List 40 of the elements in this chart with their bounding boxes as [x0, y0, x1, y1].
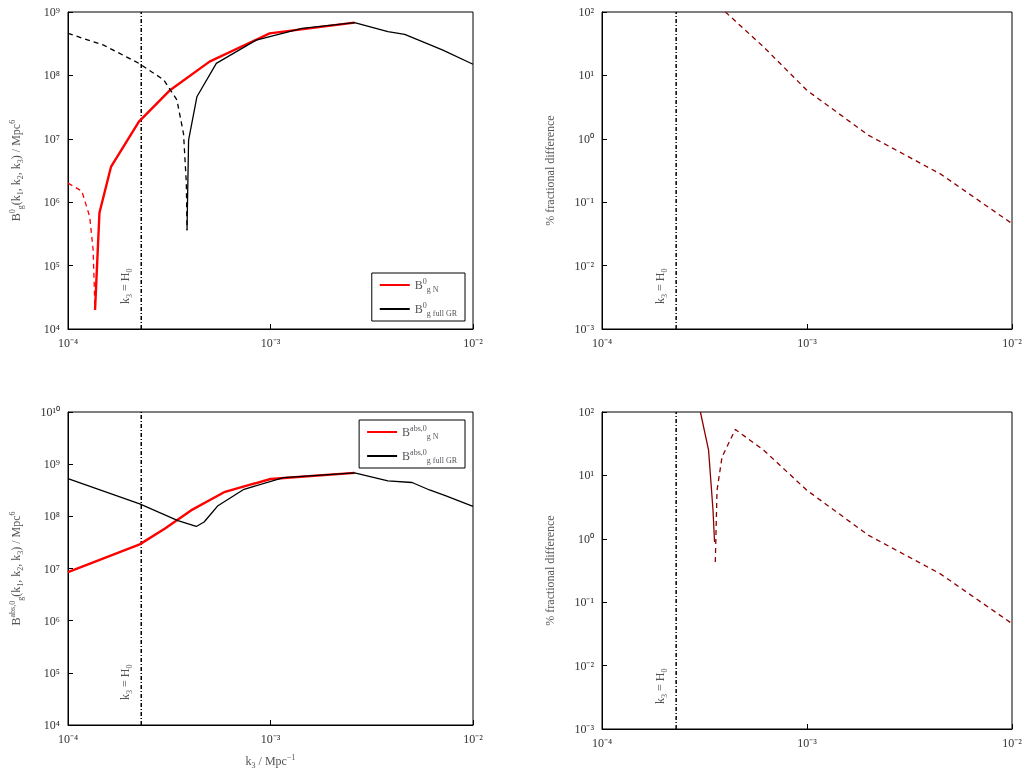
- y-tick-label: 10⁵: [43, 258, 60, 273]
- x-tick-label: 10⁻⁴: [591, 336, 613, 350]
- y-tick-label: 10⁶: [43, 613, 60, 628]
- x-tick-label: 10⁻³: [797, 336, 818, 350]
- x-tick-label: 10⁻³: [260, 732, 281, 746]
- y-tick-label: 10⁶: [43, 195, 60, 210]
- y-tick-label: 10¹⁰: [40, 405, 60, 419]
- y-tick-label: 10⁷: [43, 561, 60, 576]
- y-tick-label: 10⁵: [43, 665, 60, 680]
- y-tick-label: 10¹: [578, 468, 595, 483]
- y-tick-label: 10⁰: [578, 131, 594, 146]
- x-tick-label: 10⁻³: [260, 336, 281, 350]
- y-tick-label: 10⁻¹: [574, 195, 595, 210]
- x-tick-label: 10⁻²: [1002, 736, 1023, 750]
- y-tick-label: 10¹: [578, 68, 595, 83]
- y-tick-label: 10⁸: [43, 509, 60, 524]
- y-tick-label: 10⁴: [43, 718, 60, 732]
- y-tick-label: 10⁹: [43, 5, 60, 19]
- y-tick-label: 10²: [578, 5, 595, 19]
- x-tick-label: 10⁻⁴: [591, 736, 613, 750]
- y-tick-label: 10²: [578, 405, 595, 419]
- x-tick-label: 10⁻⁴: [57, 732, 79, 746]
- y-tick-label: 10⁰: [578, 531, 594, 546]
- y-tick-label: 10⁹: [43, 457, 60, 472]
- y-tick-label: 10⁻¹: [574, 595, 595, 610]
- x-tick-label: 10⁻²: [463, 732, 484, 746]
- y-tick-label: 10⁻²: [574, 258, 595, 273]
- y-tick-label: 10⁻³: [574, 322, 595, 336]
- x-tick-label: 10⁻²: [1002, 336, 1023, 350]
- y-tick-label: 10⁻²: [574, 658, 595, 673]
- y-tick-label: 10⁷: [43, 131, 60, 146]
- y-tick-label: 10⁸: [43, 68, 60, 83]
- y-axis-title: % fractional difference: [543, 115, 557, 226]
- x-tick-label: 10⁻³: [797, 736, 818, 750]
- x-tick-label: 10⁻⁴: [57, 336, 79, 350]
- text: B0g(k1, k2, k3) / Mpc6: [7, 119, 25, 222]
- y-axis-title: % fractional difference: [543, 515, 557, 626]
- x-tick-label: 10⁻²: [463, 336, 484, 350]
- y-tick-label: 10⁴: [43, 322, 60, 336]
- y-tick-label: 10⁻³: [574, 722, 595, 736]
